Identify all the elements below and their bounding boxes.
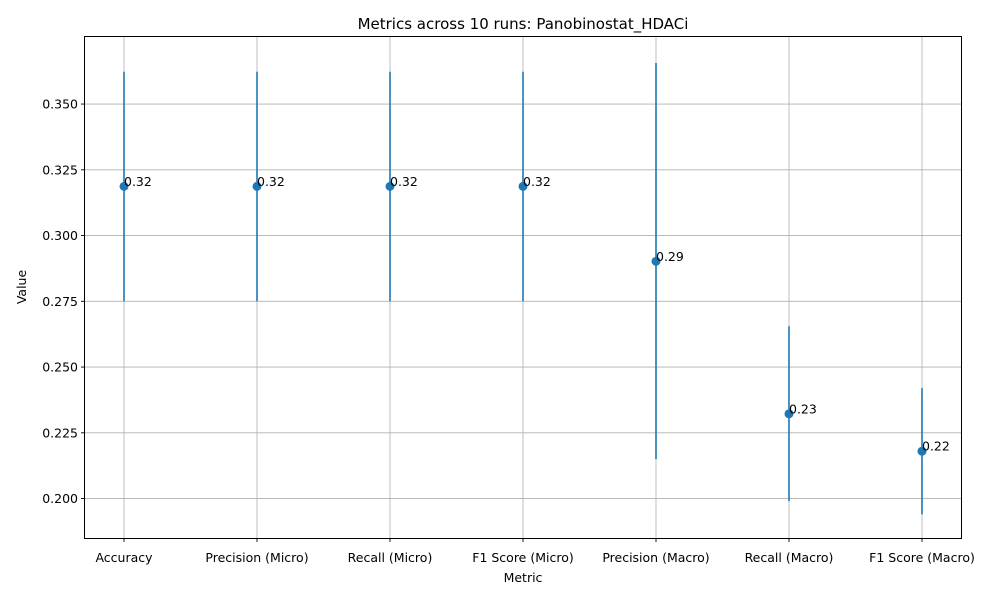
data-label: 0.29 (656, 249, 684, 264)
data-label: 0.32 (523, 174, 551, 189)
data-point (518, 181, 528, 191)
y-tick-label: 0.250 (42, 360, 78, 375)
data-points (119, 181, 927, 456)
y-tick-label: 0.225 (42, 425, 78, 440)
data-label: 0.22 (922, 439, 950, 454)
x-tick-label: Precision (Micro) (205, 550, 308, 565)
x-tick-label: Accuracy (95, 550, 153, 565)
x-tick-label: F1 Score (Macro) (869, 550, 975, 565)
x-tick-label: F1 Score (Micro) (472, 550, 574, 565)
y-tick-label: 0.350 (42, 97, 78, 112)
y-tick-label: 0.275 (42, 294, 78, 309)
y-axis-label: Value (14, 270, 29, 305)
x-tick-label: Recall (Micro) (348, 550, 433, 565)
y-tick-label: 0.200 (42, 491, 78, 506)
x-tick-label: Recall (Macro) (745, 550, 834, 565)
data-point (119, 181, 129, 191)
chart-title: Metrics across 10 runs: Panobinostat_HDA… (358, 15, 689, 34)
data-label: 0.32 (390, 174, 418, 189)
data-point (385, 181, 395, 191)
data-label: 0.32 (257, 174, 285, 189)
data-point (252, 181, 262, 191)
x-tick-label: Precision (Macro) (602, 550, 709, 565)
x-axis-ticks: Accuracy Precision (Micro) Recall (Micro) F… (95, 538, 975, 565)
data-point (651, 256, 661, 266)
data-label: 0.32 (124, 174, 152, 189)
data-point (784, 409, 794, 419)
y-axis-ticks: 0.200 0.225 0.250 0.275 0.300 0.325 0.350 (42, 97, 85, 506)
data-label: 0.23 (789, 401, 817, 416)
data-point (917, 446, 927, 456)
y-tick-label: 0.325 (42, 162, 78, 177)
x-axis-label: Metric (504, 570, 543, 585)
y-tick-label: 0.300 (42, 228, 78, 243)
data-labels: 0.32 0.32 0.32 0.32 0.29 0.23 0.22 (124, 174, 950, 454)
